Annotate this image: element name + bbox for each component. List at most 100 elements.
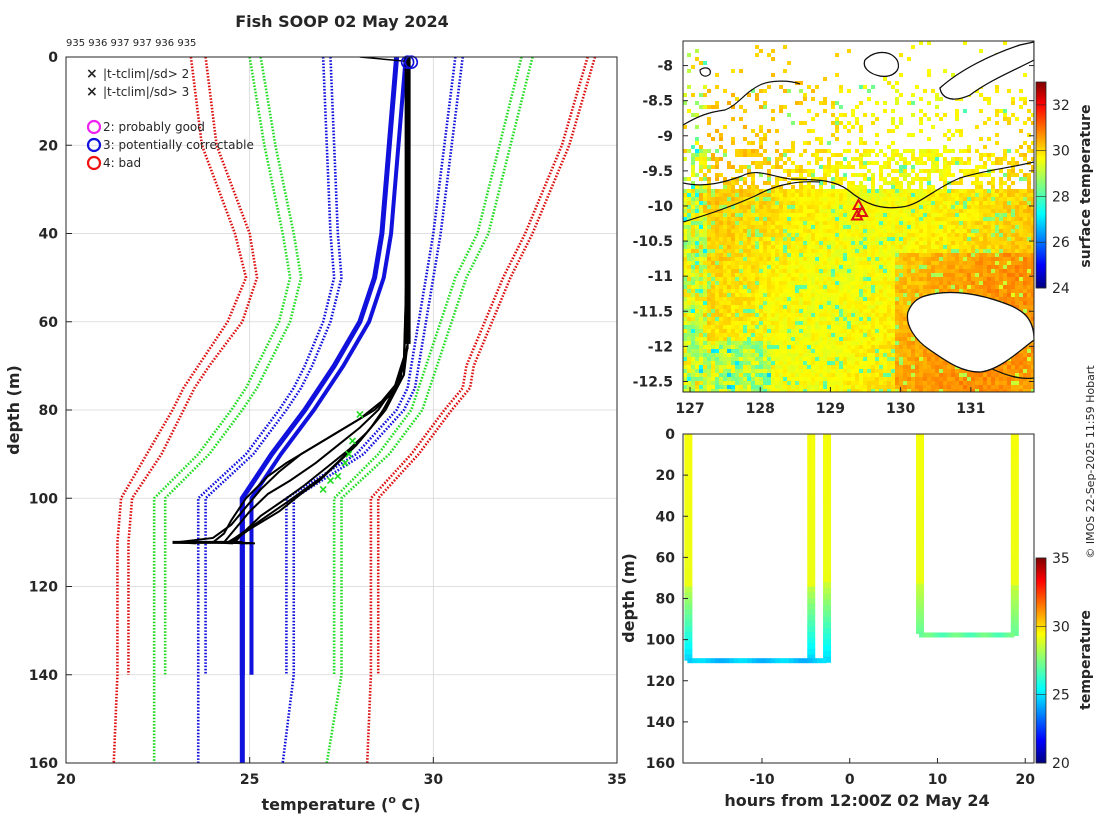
sst-cell (875, 281, 879, 285)
sst-cell (851, 257, 855, 261)
sst-cell (687, 321, 691, 325)
sst-cell (883, 237, 887, 241)
sst-cell (755, 209, 759, 213)
sst-cell (1019, 245, 1023, 249)
sst-cell (1027, 173, 1031, 177)
sst-cell (739, 253, 743, 257)
sst-cell (707, 293, 711, 297)
sst-cell (811, 217, 815, 221)
sst-cell (799, 289, 803, 293)
sst-cell (799, 297, 803, 301)
sst-cell (763, 105, 767, 109)
sst-cell (763, 353, 767, 357)
sst-cell (707, 309, 711, 313)
sst-cell (959, 209, 963, 213)
sst-cell (731, 345, 735, 349)
sst-cell (975, 233, 979, 237)
sst-cell (767, 129, 771, 133)
sst-cell (1003, 149, 1007, 153)
sst-cell (755, 257, 759, 261)
sst-cell (979, 181, 983, 185)
sst-cell (871, 293, 875, 297)
sst-cell (715, 265, 719, 269)
sst-cell (903, 193, 907, 197)
sst-cell (959, 237, 963, 241)
sst-cell (807, 293, 811, 297)
sst-cell (723, 305, 727, 309)
sst-cell (1023, 241, 1027, 245)
sst-cell (855, 273, 859, 277)
sst-cell (867, 205, 871, 209)
sst-cell (1007, 265, 1011, 269)
sst-cell (747, 365, 751, 369)
sst-cell (791, 313, 795, 317)
sst-cell (899, 321, 903, 325)
sst-cell (911, 337, 915, 341)
sst-cell (775, 245, 779, 249)
sst-cell (871, 325, 875, 329)
sst-cell (947, 213, 951, 217)
sst-cell (855, 317, 859, 321)
sst-cell (855, 197, 859, 201)
sst-cell (751, 197, 755, 201)
sst-cell (831, 197, 835, 201)
sst-cell (883, 245, 887, 249)
sst-cell (695, 345, 699, 349)
sst-cell (911, 149, 915, 153)
sst-cell (723, 257, 727, 261)
sst-cell (967, 245, 971, 249)
sst-cell (1007, 261, 1011, 265)
sst-cell (819, 177, 823, 181)
sst-cell (839, 313, 843, 317)
sst-cell (699, 301, 703, 305)
sst-cell (763, 321, 767, 325)
sst-cell (859, 369, 863, 373)
sst-cell (947, 201, 951, 205)
sst-cell (763, 317, 767, 321)
climatology-blue-right-outer (281, 57, 465, 763)
climatology-blue-left-outer (196, 57, 336, 763)
sst-cell (1019, 217, 1023, 221)
sst-cell (775, 325, 779, 329)
sst-cell (991, 193, 995, 197)
sst-cell (831, 185, 835, 189)
sst-cell (879, 333, 883, 337)
sst-cell (687, 221, 691, 225)
sst-cell (907, 281, 911, 285)
sst-cell (751, 213, 755, 217)
sst-cell (1011, 217, 1015, 221)
sst-cell (919, 289, 923, 293)
sst-cell (807, 261, 811, 265)
sst-cell (1007, 161, 1011, 165)
sst-cell (1031, 269, 1034, 273)
sst-cell (779, 345, 783, 349)
sst-cell (811, 365, 815, 369)
sst-cell (907, 297, 911, 301)
profile-xlabel-superscript: o (388, 793, 396, 806)
sst-cell (851, 233, 855, 237)
sst-cell (795, 305, 799, 309)
sst-cell (703, 241, 707, 245)
sst-cell (883, 349, 887, 353)
sst-cell (999, 241, 1003, 245)
sst-cell (807, 285, 811, 289)
sst-cell (835, 181, 839, 185)
sst-cell (771, 301, 775, 305)
sst-cell (1003, 153, 1007, 157)
sst-cell (979, 237, 983, 241)
sst-cell (783, 193, 787, 197)
sst-cell (775, 301, 779, 305)
sst-cell (911, 349, 915, 353)
sst-cell (843, 209, 847, 213)
sst-cell (955, 209, 959, 213)
sst-cell (835, 357, 839, 361)
sst-cell (871, 225, 875, 229)
sst-cell (715, 273, 719, 277)
sst-cell (887, 329, 891, 333)
sst-cell (791, 365, 795, 369)
sst-cell (747, 353, 751, 357)
sst-cell (715, 345, 719, 349)
sst-cell (739, 329, 743, 333)
sst-cell (683, 293, 687, 297)
sst-cell (687, 353, 691, 357)
